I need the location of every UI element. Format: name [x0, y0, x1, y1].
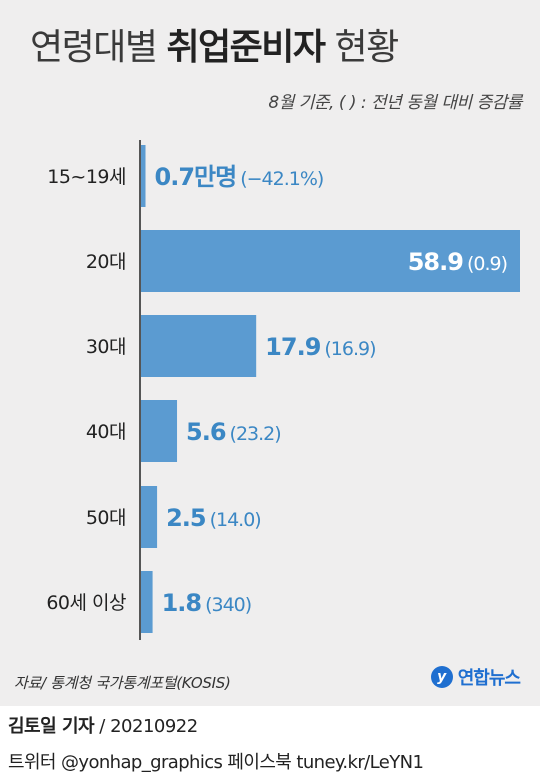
chart-panel [0, 0, 540, 706]
change-label: (23.2) [230, 423, 281, 445]
category-label: 15~19세 [47, 166, 126, 188]
change-label: (14.0) [210, 509, 261, 531]
chart-title: 연령대별 취업준비자 현황 [30, 18, 399, 70]
data-label: 5.6 (23.2) [186, 418, 281, 446]
data-label: 58.9 (0.9) [408, 248, 507, 276]
bar [141, 400, 178, 462]
bar [141, 571, 153, 633]
bar [141, 486, 158, 548]
social-links: 트위터 @yonhap_graphics 페이스북 tuney.kr/LeYN1 [8, 752, 424, 773]
publish-date: / 20210922 [94, 716, 198, 737]
data-label: 0.7만명 (−42.1%) [155, 163, 324, 191]
change-label: (0.9) [467, 253, 507, 275]
change-label: (−42.1%) [240, 168, 323, 190]
value-label: 0.7만명 [155, 163, 237, 191]
yonhap-logo-icon: y [430, 666, 453, 688]
change-label: (340) [205, 594, 251, 616]
category-label: 50대 [86, 507, 126, 529]
value-label: 17.9 [265, 333, 321, 361]
bar [141, 315, 257, 377]
category-label: 60세 이상 [46, 592, 126, 614]
data-label: 17.9 (16.9) [265, 333, 375, 361]
bar [141, 145, 146, 207]
data-label: 2.5 (14.0) [166, 504, 261, 532]
yonhap-logo-text: 연합뉴스 [457, 668, 521, 689]
category-label: 30대 [86, 336, 126, 358]
chart-subtitle: 8월 기준, ( ) : 전년 동월 대비 증감률 [268, 93, 522, 113]
bar-chart: 15~19세 0.7만명 (−42.1%)20대 58.9 (0.9)30대 17.9 (1… [46, 140, 520, 640]
value-label: 2.5 [166, 504, 206, 532]
value-label: 1.8 [162, 589, 202, 617]
title-part-1: 연령대별 [30, 27, 167, 68]
source-note: 자료/ 통계청 국가통계포털(KOSIS) [14, 674, 231, 692]
reporter-credit: 김토일 기자 / 20210922 [8, 712, 198, 738]
title-highlight: 취업준비자 [166, 27, 326, 68]
data-label: 1.8 (340) [162, 589, 252, 617]
change-label: (16.9) [324, 338, 375, 360]
value-label: 5.6 [186, 418, 226, 446]
value-label: 58.9 [408, 248, 464, 276]
reporter-name: 김토일 기자 [8, 716, 95, 737]
category-label: 40대 [86, 421, 126, 443]
bar [141, 230, 520, 292]
yonhap-logo: y 연합뉴스 [430, 664, 521, 690]
title-part-2: 현황 [324, 27, 399, 68]
category-label: 20대 [86, 251, 126, 273]
